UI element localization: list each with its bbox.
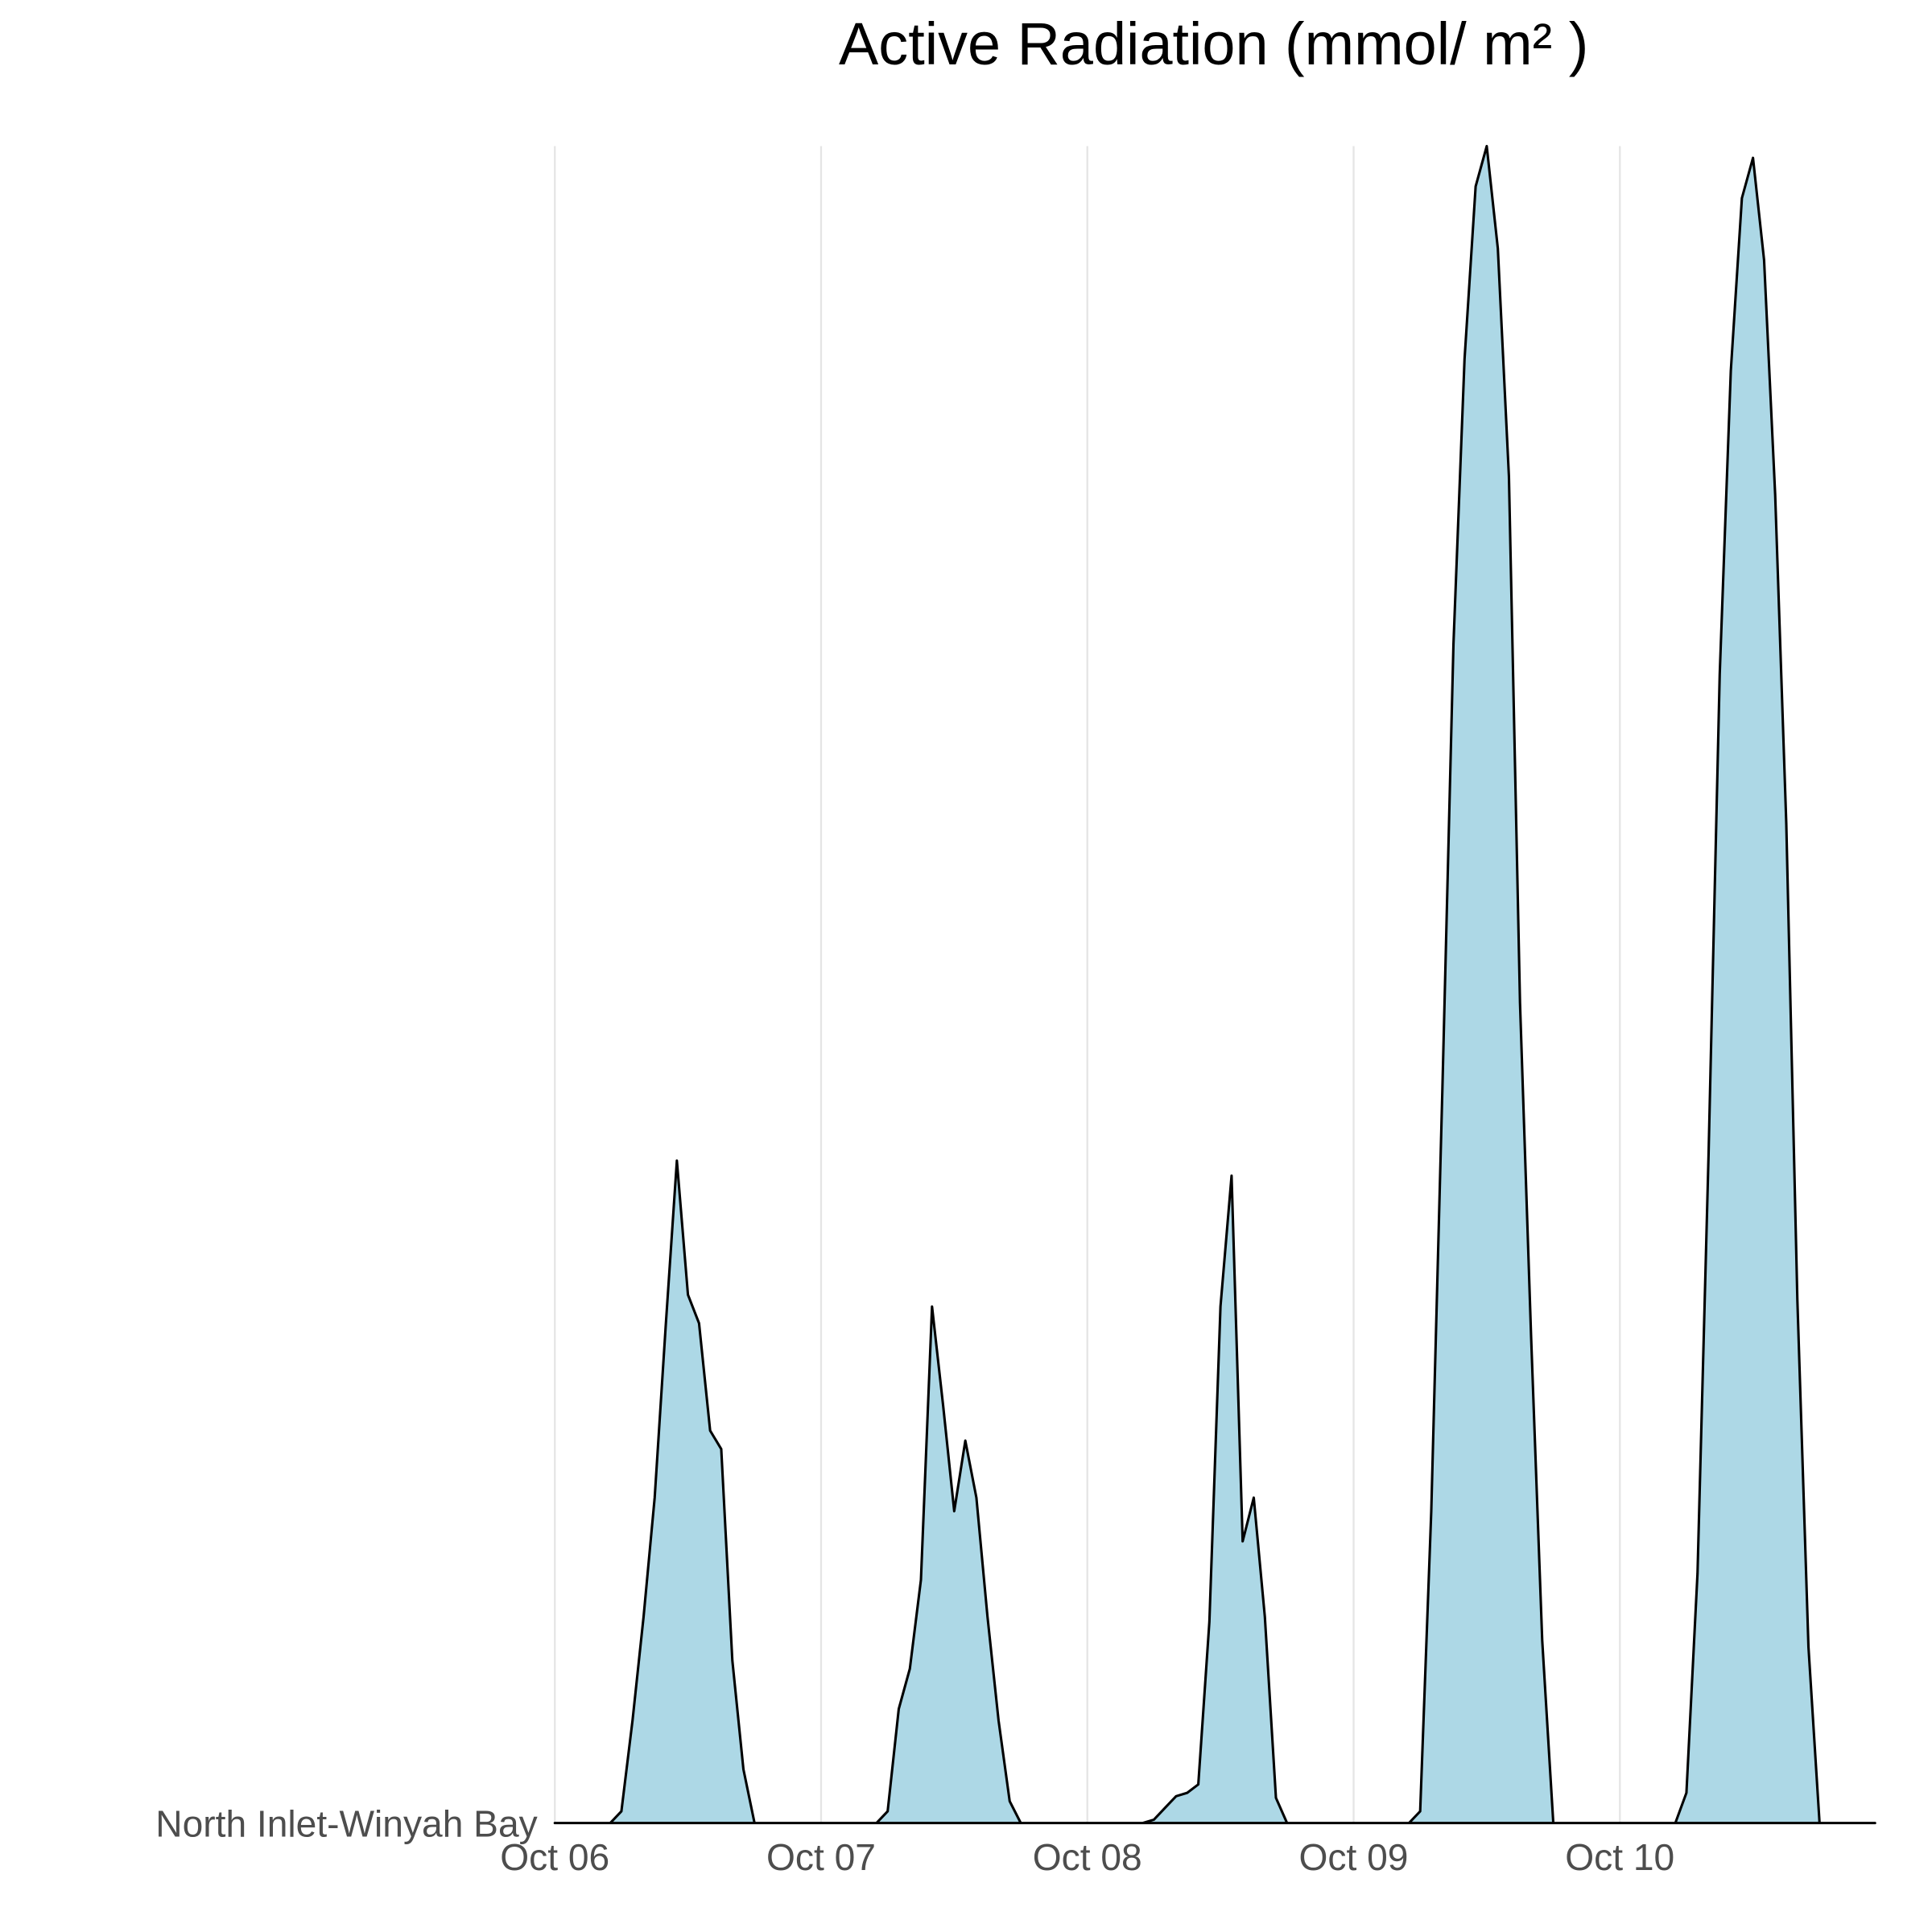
chart-title: Active Radiation (mmol/ m² ) xyxy=(839,10,1588,77)
y-tick-label: North Inlet-Winyah Bay xyxy=(155,1803,537,1845)
ridge-area xyxy=(553,145,1876,1825)
x-tick-label: Oct 08 xyxy=(1033,1836,1142,1878)
x-tick-label: Oct 10 xyxy=(1565,1836,1674,1878)
x-tick-label: Oct 06 xyxy=(500,1836,609,1878)
x-tick-label: Oct 09 xyxy=(1299,1836,1409,1878)
x-tick-label: Oct 07 xyxy=(766,1836,876,1878)
